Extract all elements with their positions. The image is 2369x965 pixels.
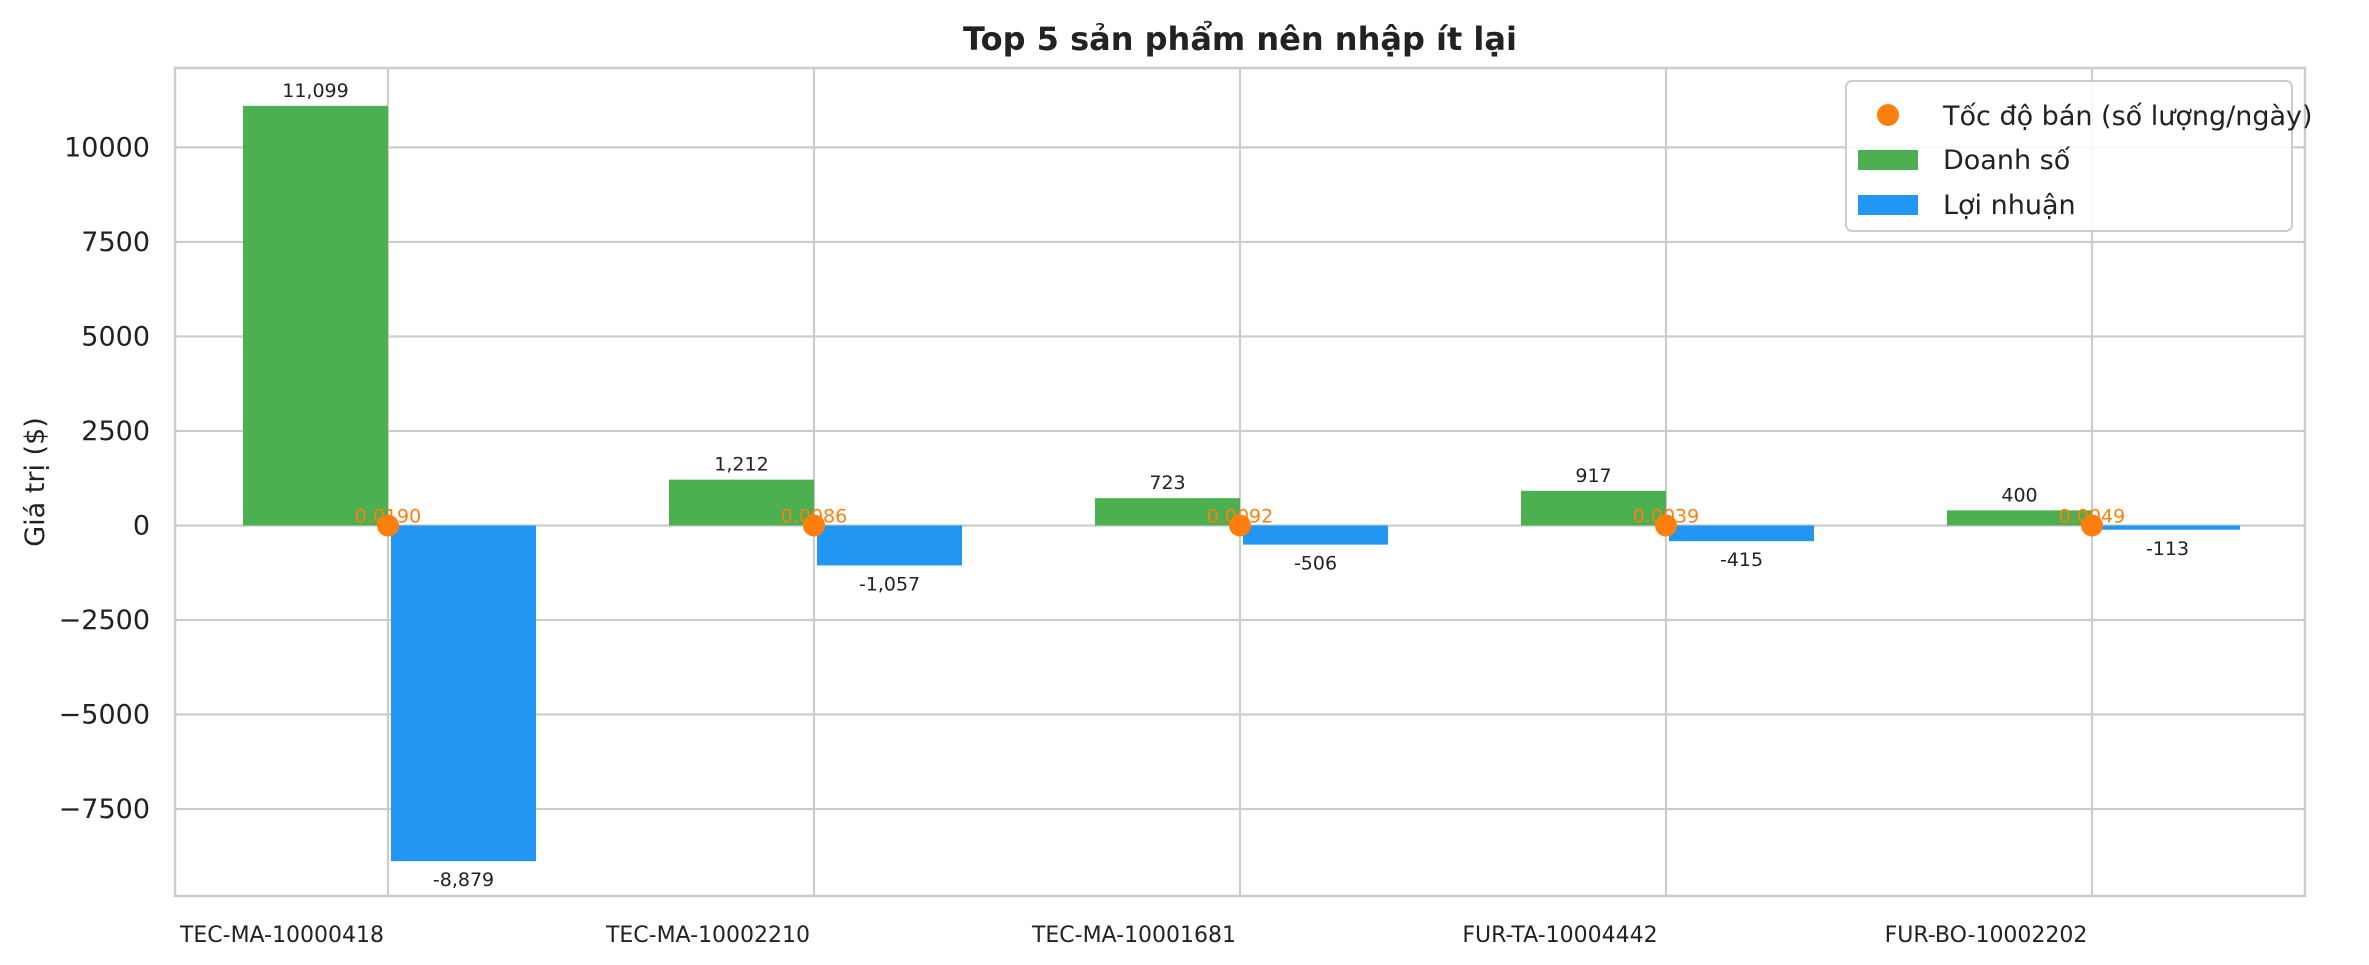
- bar-profit: [1243, 525, 1388, 545]
- x-tick-label: FUR-TA-10004442: [1462, 923, 1657, 948]
- legend-marker-profit: [1858, 195, 1918, 215]
- x-tick-label: FUR-BO-10002202: [1885, 923, 2088, 948]
- x-axis: TEC-MA-10000418 TEC-MA-10002210 TEC-MA-100…: [179, 923, 2087, 948]
- bar-profit: [817, 525, 962, 566]
- data-label-sales: 400: [2001, 484, 2037, 506]
- data-label-speed: 0.0039: [1633, 505, 1699, 527]
- bar-profit: [391, 525, 536, 862]
- data-label-speed: 0.0086: [781, 505, 847, 527]
- data-labels: 11,099 1,212 723 917 400 -8,879 -1,057 -506 -415…: [282, 80, 2189, 891]
- legend-marker-speed: [1877, 104, 1899, 126]
- data-label-sales: 1,212: [714, 454, 768, 476]
- data-label-profit: -415: [1720, 549, 1763, 571]
- bars: [243, 105, 2240, 862]
- bar-sales: [243, 105, 388, 526]
- legend-label-profit: Lợi nhuận: [1943, 190, 2076, 221]
- legend-marker-sales: [1858, 150, 1918, 170]
- data-label-speed: 0.0190: [355, 505, 421, 527]
- chart-title: Top 5 sản phẩm nên nhập ít lại: [963, 20, 1517, 58]
- legend-label-sales: Doanh số: [1943, 145, 2071, 176]
- bar-profit: [2095, 525, 2240, 530]
- point-speed: [1229, 514, 1251, 537]
- plot-frame: [173, 66, 2307, 898]
- point-speed: [803, 514, 825, 537]
- y-axis: 10000 7500 5000 2500 0 −2500 −5000 −7500: [59, 132, 150, 825]
- y-axis-label: Giá trị ($): [20, 417, 51, 547]
- bar-sales: [1521, 490, 1666, 526]
- data-label-profit: -8,879: [433, 869, 494, 891]
- y-tick-label: −2500: [59, 605, 150, 636]
- y-tick-label: 5000: [81, 321, 150, 352]
- data-label-profit: -113: [2146, 538, 2189, 560]
- data-label-profit: -1,057: [859, 573, 920, 595]
- legend-box: [1845, 80, 2293, 232]
- x-tick-label: TEC-MA-10002210: [605, 923, 810, 948]
- legend: Tốc độ bán (số lượng/ngày) Doanh số Lợi …: [1845, 80, 2313, 232]
- y-tick-label: −5000: [59, 700, 150, 731]
- y-tick-label: 2500: [81, 416, 150, 447]
- point-speed: [1655, 514, 1677, 537]
- y-tick-label: −7500: [59, 794, 150, 825]
- data-label-profit: -506: [1294, 553, 1337, 575]
- bar-sales: [1095, 498, 1240, 526]
- point-speed: [377, 514, 399, 537]
- x-tick-label: TEC-MA-10001681: [1031, 923, 1236, 948]
- data-label-speed: 0.0092: [1207, 505, 1273, 527]
- y-tick-label: 10000: [64, 132, 150, 163]
- data-label-sales: 723: [1149, 472, 1185, 494]
- y-tick-label: 7500: [81, 227, 150, 258]
- data-label-speed: 0.0049: [2059, 505, 2125, 527]
- bar-profit: [1669, 525, 1814, 542]
- scatter-points: [377, 514, 2103, 537]
- x-tick-label: TEC-MA-10000418: [179, 923, 384, 948]
- point-speed: [2081, 514, 2103, 537]
- bar-sales: [1947, 510, 2092, 526]
- bar-sales: [669, 479, 814, 526]
- data-label-sales: 11,099: [282, 80, 348, 102]
- y-tick-label: 0: [133, 510, 150, 541]
- data-label-sales: 917: [1575, 465, 1611, 487]
- legend-label-speed: Tốc độ bán (số lượng/ngày): [1942, 101, 2313, 132]
